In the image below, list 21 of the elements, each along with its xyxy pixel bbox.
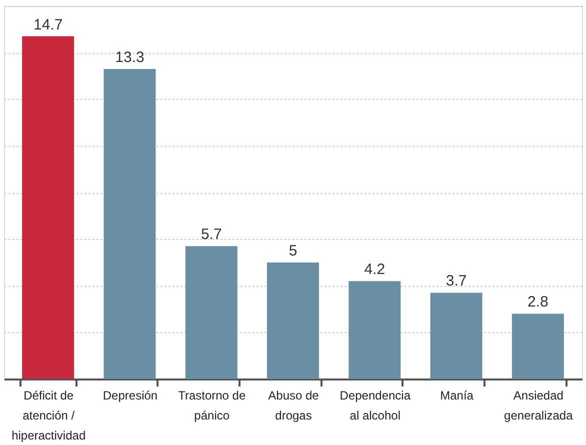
data-label: 2.8 — [527, 294, 548, 311]
data-label: 3.7 — [446, 272, 467, 290]
x-tick-label: Dependencia al alcohol — [340, 388, 411, 422]
data-label: 13.3 — [115, 48, 144, 66]
data-label: 14.7 — [33, 16, 63, 34]
data-label: 5.7 — [200, 226, 222, 244]
bar — [104, 68, 156, 379]
bar — [22, 36, 74, 379]
x-tick-label: Trastorno de pánico — [178, 388, 246, 422]
bar — [185, 246, 238, 379]
bar — [430, 292, 482, 379]
bar — [348, 281, 401, 379]
x-tick-label: Abuso de drogas — [268, 388, 320, 422]
bar — [512, 314, 564, 379]
x-tick-label: Manía — [440, 388, 474, 402]
data-label: 4.2 — [364, 261, 386, 278]
data-label: 5 — [288, 242, 298, 260]
x-tick-label: Déficit de atención / hiperactividad — [12, 388, 86, 442]
x-tick-label: Ansiedad generalizada — [504, 388, 574, 422]
x-tick-label: Depresión — [102, 388, 158, 402]
bar — [267, 262, 319, 379]
